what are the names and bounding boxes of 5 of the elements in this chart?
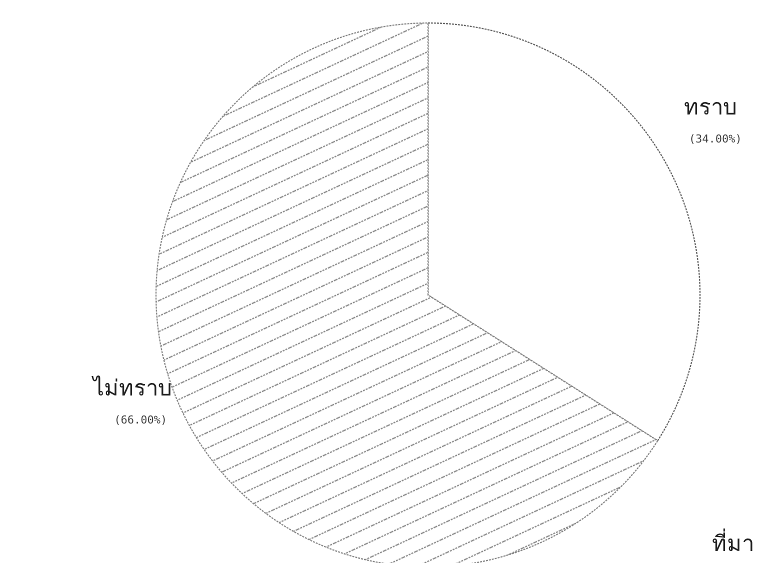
- data-label: (34.00%): [688, 132, 742, 146]
- text: ที่มา: [712, 528, 754, 559]
- slice-label: ทราบ: [684, 95, 737, 120]
- data-label: (66.00%): [114, 414, 168, 427]
- slice-label: ไม่ทราบ: [91, 376, 172, 402]
